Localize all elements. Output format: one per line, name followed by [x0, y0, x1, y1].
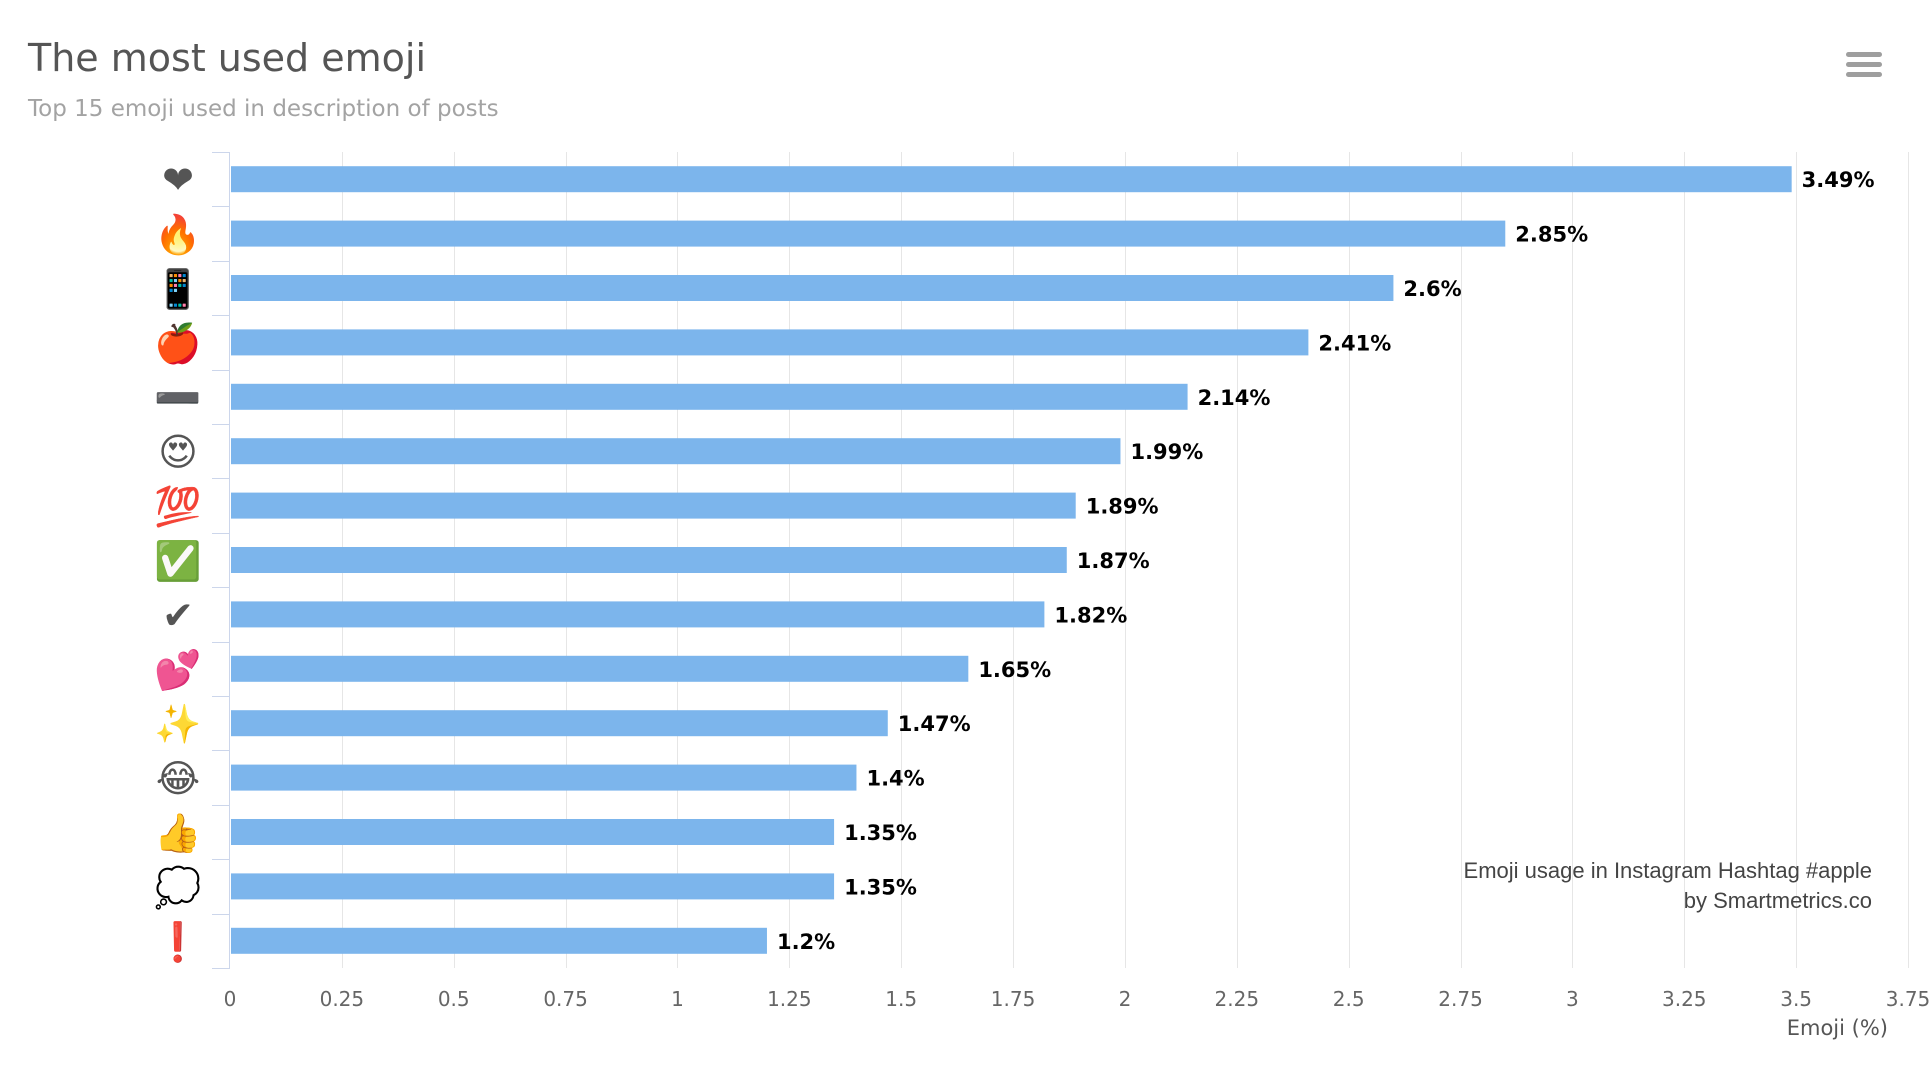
x-tick-label: 3.25 [1662, 987, 1707, 1011]
x-tick-label: 0.75 [543, 987, 588, 1011]
bar [231, 275, 1394, 301]
data-label: 1.35% [844, 821, 917, 845]
y-category-label: ✅ [154, 539, 201, 583]
hamburger-menu-icon[interactable] [1846, 52, 1882, 84]
x-tick-label: 2.75 [1438, 987, 1483, 1011]
x-tick-label: 1.5 [885, 987, 917, 1011]
x-axis-title: Emoji (%) [1786, 1016, 1888, 1040]
bar [231, 710, 888, 737]
bar [231, 492, 1076, 519]
data-label: 1.47% [898, 712, 971, 736]
bar [231, 819, 835, 845]
credits-line-2: by Smartmetrics.co [1683, 888, 1872, 913]
data-label: 1.65% [978, 658, 1051, 682]
data-label: 1.87% [1077, 549, 1150, 573]
y-category-label: 👍 [154, 811, 201, 855]
data-label: 1.82% [1054, 603, 1127, 627]
data-label: 2.41% [1318, 331, 1391, 355]
chart-subtitle: Top 15 emoji used in description of post… [28, 96, 499, 122]
data-label: 2.6% [1403, 277, 1461, 301]
x-tick-label: 0 [224, 987, 237, 1011]
menu-line [1846, 62, 1882, 67]
x-tick-label: 2.5 [1333, 987, 1365, 1011]
y-category-label: 📱 [154, 267, 201, 311]
y-category-label: 😍 [158, 430, 198, 474]
bar [231, 166, 1792, 193]
x-tick-label: 3 [1566, 987, 1579, 1011]
bar [231, 438, 1121, 465]
data-label: 2.14% [1198, 386, 1271, 410]
data-label: 1.99% [1130, 440, 1203, 464]
data-label: 3.49% [1802, 168, 1875, 192]
data-label: 1.89% [1086, 495, 1159, 519]
x-tick-label: 0.5 [438, 987, 470, 1011]
y-category-label: ❤ [162, 158, 194, 202]
y-category-label: ➖ [154, 376, 201, 420]
y-category-label: ✔ [162, 593, 194, 637]
bar [231, 547, 1067, 573]
menu-line [1846, 52, 1882, 57]
bar [231, 383, 1188, 410]
data-label: 1.35% [844, 875, 917, 899]
bar [231, 873, 835, 900]
bar [231, 927, 767, 954]
x-tick-label: 2.25 [1215, 987, 1260, 1011]
x-tick-label: 1 [671, 987, 684, 1011]
data-label: 1.4% [866, 767, 924, 791]
chart-title: The most used emoji [28, 36, 427, 80]
data-label: 2.85% [1515, 223, 1588, 247]
y-category-label: 💭 [154, 864, 201, 910]
y-category-label: ❗ [154, 920, 201, 964]
y-category-label: 🍎 [154, 320, 201, 365]
x-tick-label: 1.25 [767, 987, 812, 1011]
y-category-label: ✨ [154, 702, 201, 746]
bar [231, 220, 1506, 247]
credits-line-1: Emoji usage in Instagram Hashtag #apple [1463, 858, 1872, 883]
y-category-label: 😂 [156, 757, 200, 801]
y-category-label: 🔥 [154, 213, 201, 257]
chart-credits: Emoji usage in Instagram Hashtag #apple … [1464, 856, 1872, 916]
x-tick-label: 3.5 [1780, 987, 1812, 1011]
x-tick-label: 2 [1119, 987, 1132, 1011]
y-category-label: 💯 [154, 485, 201, 529]
bar [231, 655, 969, 682]
data-label: 1.2% [777, 930, 835, 954]
bar [231, 601, 1045, 628]
x-tick-label: 3.75 [1886, 987, 1930, 1011]
x-tick-label: 0.25 [320, 987, 365, 1011]
bar [231, 329, 1309, 356]
y-category-label: 💕 [154, 648, 201, 692]
x-tick-label: 1.75 [991, 987, 1036, 1011]
menu-line [1846, 72, 1882, 77]
bar [231, 764, 857, 791]
